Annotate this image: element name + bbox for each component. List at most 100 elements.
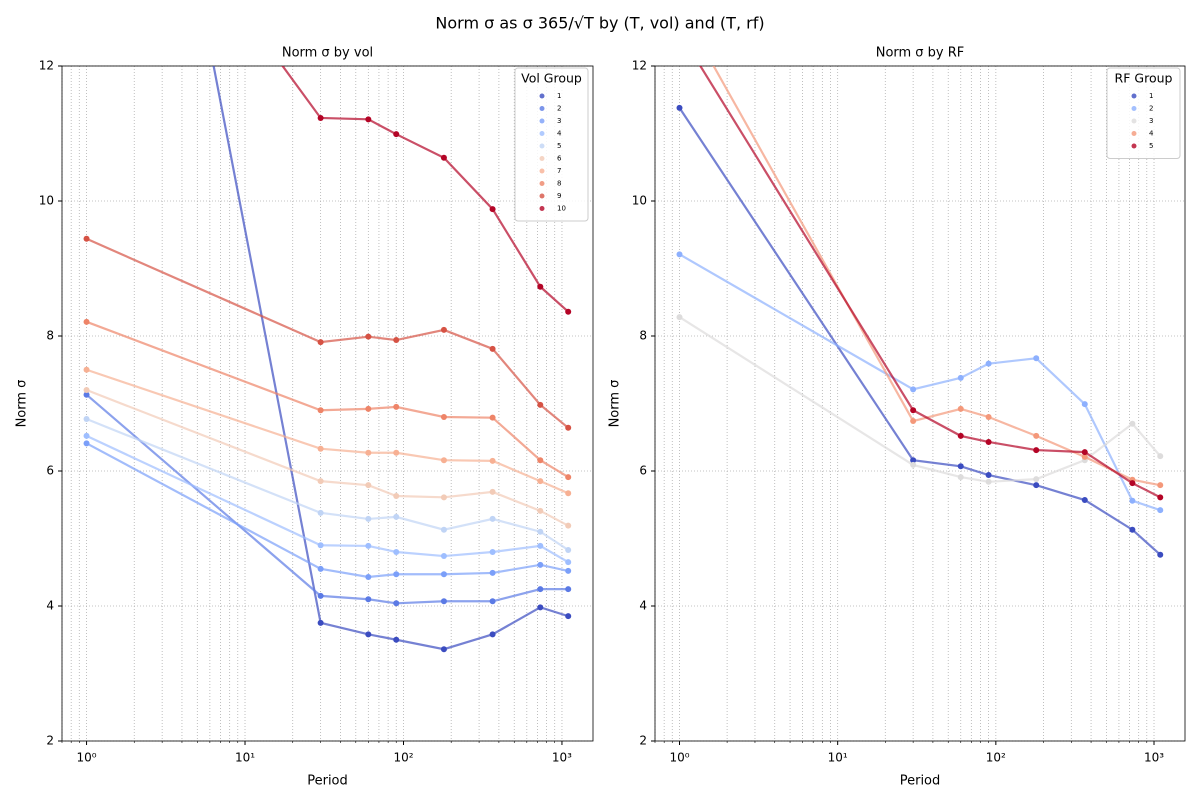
data-point xyxy=(83,318,90,325)
legend: Vol Group 1 2 3 4 5 6 7 8 9 10 xyxy=(514,67,589,222)
y-axis-label: Norm σ xyxy=(608,380,623,428)
data-point xyxy=(910,461,917,468)
series-line xyxy=(86,237,569,429)
data-point xyxy=(1157,453,1164,460)
data-point xyxy=(83,391,90,398)
data-point xyxy=(83,432,90,439)
data-point xyxy=(317,478,324,485)
x-tick-label: 10³ xyxy=(552,751,572,765)
data-point xyxy=(985,438,992,445)
series-line xyxy=(281,66,569,313)
data-point xyxy=(1033,482,1040,489)
data-point xyxy=(489,515,496,522)
data-point xyxy=(1081,449,1088,456)
legend-label: 3 xyxy=(557,117,561,125)
data-point xyxy=(957,432,964,439)
data-point xyxy=(565,613,572,620)
data-point xyxy=(957,405,964,412)
y-tick-label: 6 xyxy=(46,464,54,478)
data-point xyxy=(1157,551,1164,558)
data-point xyxy=(677,2,683,8)
y-tick-label: 4 xyxy=(639,599,647,613)
legend-marker xyxy=(539,156,545,161)
data-point xyxy=(365,405,372,412)
data-point xyxy=(537,528,544,535)
data-point xyxy=(676,251,683,258)
figure-title: Norm σ as σ 365/√T by (T, vol) and (T, r… xyxy=(435,14,764,33)
data-point xyxy=(317,509,324,516)
y-tick-label: 10 xyxy=(39,194,54,208)
x-tick-label: 10³ xyxy=(1144,751,1164,765)
legend-label: 2 xyxy=(1149,105,1153,113)
data-point xyxy=(317,339,324,346)
data-point xyxy=(440,457,447,464)
data-point xyxy=(317,114,324,121)
legend-title: Vol Group xyxy=(521,71,582,86)
legend-label: 1 xyxy=(1149,92,1153,100)
data-point xyxy=(83,387,90,393)
data-point xyxy=(393,600,400,607)
data-point xyxy=(489,631,496,638)
axes-frame xyxy=(654,65,1186,742)
data-point xyxy=(365,573,372,580)
y-tick-label: 6 xyxy=(639,464,647,478)
x-tick-label: 10¹ xyxy=(828,751,848,765)
data-point xyxy=(317,542,324,549)
data-point xyxy=(83,235,90,242)
y-tick-label: 8 xyxy=(46,329,54,343)
y-tick-label: 12 xyxy=(632,59,647,73)
data-point xyxy=(83,366,90,373)
series-line xyxy=(699,66,1161,499)
data-point xyxy=(393,549,400,555)
data-point xyxy=(537,507,544,514)
data-point xyxy=(1129,480,1136,487)
data-point xyxy=(910,418,917,425)
plot-area xyxy=(83,66,572,653)
data-point xyxy=(1081,401,1088,408)
legend-marker xyxy=(1131,93,1137,99)
data-point xyxy=(565,474,572,481)
data-point xyxy=(440,414,447,420)
data-point xyxy=(957,374,964,381)
legend-marker xyxy=(539,181,545,186)
x-tick-label: 10² xyxy=(986,751,1006,765)
data-point xyxy=(565,424,572,431)
data-point xyxy=(393,513,400,520)
data-point xyxy=(1033,432,1040,439)
legend-marker xyxy=(1131,131,1137,136)
data-point xyxy=(489,569,496,576)
legend-box xyxy=(514,67,589,222)
data-point xyxy=(565,559,572,566)
data-point xyxy=(1033,355,1040,362)
legend-title: RF Group xyxy=(1115,71,1173,86)
data-point xyxy=(910,386,917,393)
data-point xyxy=(440,526,447,533)
data-point xyxy=(440,598,447,605)
data-point xyxy=(565,586,572,593)
data-point xyxy=(440,646,447,653)
data-point xyxy=(440,494,447,501)
data-point xyxy=(83,440,90,447)
x-tick-label: 10² xyxy=(393,751,413,765)
legend-label: 7 xyxy=(557,167,561,175)
axes-frame xyxy=(61,65,594,742)
legend-box xyxy=(1106,67,1181,159)
data-point xyxy=(537,401,544,408)
data-point xyxy=(910,407,917,414)
y-axis-label: Norm σ xyxy=(15,380,30,428)
y-tick-label: 8 xyxy=(639,329,647,343)
x-tick-label: 10⁰ xyxy=(77,751,97,765)
x-tick-label: 10¹ xyxy=(235,751,255,765)
data-point xyxy=(957,463,964,470)
data-point xyxy=(565,308,572,315)
axes-title: Norm σ by RF xyxy=(876,46,965,61)
data-point xyxy=(317,565,324,572)
data-point xyxy=(489,549,496,555)
y-tick-label: 2 xyxy=(639,734,647,748)
series-line xyxy=(678,253,1161,512)
legend-label: 5 xyxy=(557,142,561,150)
legend-label: 8 xyxy=(557,180,561,188)
legend-marker xyxy=(539,106,545,111)
